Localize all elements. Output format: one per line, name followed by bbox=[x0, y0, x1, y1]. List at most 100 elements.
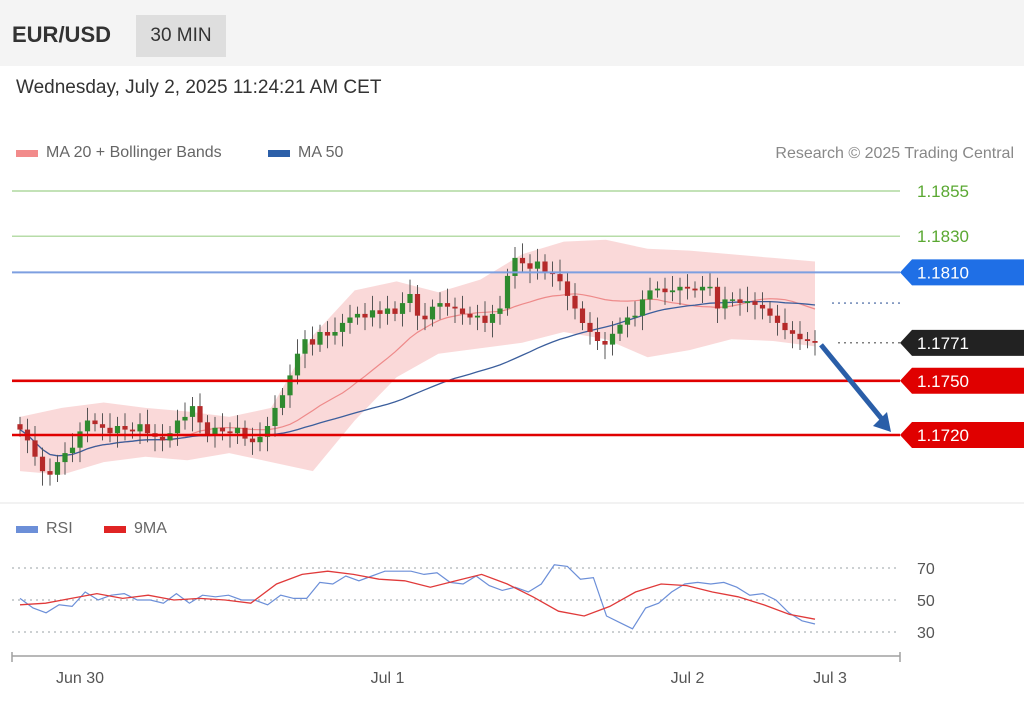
candle-body bbox=[579, 308, 586, 323]
candle-body bbox=[377, 310, 383, 314]
projection-arrow-head bbox=[873, 412, 891, 432]
candle-body bbox=[407, 294, 413, 303]
candle-body bbox=[714, 286, 721, 309]
legend-ma50: MA 50 bbox=[268, 144, 343, 162]
candle-body bbox=[264, 426, 271, 437]
candle-body bbox=[99, 424, 106, 428]
candle-body bbox=[572, 295, 578, 309]
timeframe-button[interactable]: 30 MIN bbox=[136, 15, 226, 57]
candle-body bbox=[369, 310, 376, 318]
candle-body bbox=[234, 427, 241, 434]
candle-body bbox=[444, 303, 451, 307]
candle-body bbox=[789, 330, 796, 334]
candle-body bbox=[774, 315, 781, 323]
projection-arrow-shaft bbox=[819, 343, 888, 426]
candle-body bbox=[467, 313, 473, 318]
legend-rsi: RSI bbox=[16, 520, 73, 538]
candle-body bbox=[744, 301, 751, 304]
ma9-swatch bbox=[104, 525, 126, 533]
candle-body bbox=[624, 317, 631, 325]
candle-body bbox=[639, 299, 646, 316]
candle-body bbox=[392, 308, 398, 314]
candle-body bbox=[782, 322, 788, 331]
x-tick-label: Jul 3 bbox=[813, 670, 847, 687]
candle-body bbox=[279, 395, 286, 408]
level-label: 1.1810 bbox=[917, 263, 969, 282]
candle-body bbox=[242, 427, 248, 439]
candle-body bbox=[107, 427, 113, 434]
candle-body bbox=[459, 308, 466, 314]
bollinger-band-area bbox=[20, 239, 815, 475]
candle-body bbox=[189, 406, 196, 417]
candle-body bbox=[324, 332, 331, 336]
candle-body bbox=[752, 301, 758, 305]
candle-body bbox=[137, 424, 143, 432]
candle-body bbox=[62, 453, 68, 463]
candle-body bbox=[519, 257, 526, 264]
x-tick-label: Jun 30 bbox=[56, 670, 104, 687]
candle-body bbox=[602, 341, 608, 345]
ma50-swatch bbox=[268, 149, 290, 157]
candle-body bbox=[797, 333, 803, 340]
candle-body bbox=[512, 257, 518, 276]
candle-body bbox=[564, 281, 571, 296]
rsi-level-label: 50 bbox=[917, 593, 935, 610]
candle-body bbox=[767, 308, 773, 316]
level-tag-support bbox=[900, 367, 1024, 394]
candle-body bbox=[482, 315, 488, 323]
candle-body bbox=[159, 436, 166, 441]
candle-body bbox=[197, 406, 203, 423]
timestamp: Wednesday, July 2, 2025 11:24:21 AM CET bbox=[16, 77, 382, 98]
candle-body bbox=[17, 424, 23, 430]
x-tick-label: Jul 1 bbox=[371, 670, 405, 687]
candle-body bbox=[587, 322, 593, 332]
candle-body bbox=[129, 429, 136, 432]
candle-body bbox=[677, 286, 683, 291]
candle-body bbox=[212, 427, 218, 435]
instrument-title: EUR/USD bbox=[12, 22, 112, 47]
candle-body bbox=[287, 375, 293, 396]
rsi-level-label: 70 bbox=[917, 561, 935, 578]
candle-body bbox=[722, 299, 728, 309]
candle-body bbox=[92, 420, 98, 425]
candle-body bbox=[737, 299, 743, 303]
candle-body bbox=[347, 317, 353, 323]
candle-body bbox=[632, 315, 638, 318]
header-bar: EUR/USD 30 MIN bbox=[0, 0, 1024, 66]
candle-body bbox=[812, 341, 818, 343]
candle-body bbox=[452, 306, 458, 309]
level-label: 1.1771 bbox=[917, 334, 969, 353]
level-label: 1.1750 bbox=[917, 372, 969, 391]
candle-body bbox=[707, 286, 713, 289]
candle-body bbox=[647, 290, 653, 300]
candle-body bbox=[437, 303, 443, 307]
candle-body bbox=[84, 420, 91, 432]
legend-ma20: MA 20 + Bollinger Bands bbox=[16, 144, 222, 162]
level-label: 1.1855 bbox=[917, 182, 969, 201]
candle-body bbox=[759, 304, 766, 309]
candle-body bbox=[294, 353, 301, 376]
ma50-line bbox=[19, 300, 816, 457]
candle-body bbox=[122, 426, 128, 430]
candle-body bbox=[504, 275, 511, 309]
candle-body bbox=[204, 422, 211, 435]
candle-body bbox=[617, 324, 623, 334]
ma9-label: 9MA bbox=[134, 520, 167, 537]
candle-body bbox=[422, 315, 428, 320]
candle-body bbox=[309, 339, 316, 345]
candle-body bbox=[249, 438, 256, 443]
candle-body bbox=[362, 313, 368, 318]
candle-body bbox=[804, 339, 811, 341]
candle-body bbox=[272, 407, 278, 426]
level-tag-support bbox=[900, 422, 1024, 448]
candle-body bbox=[39, 456, 46, 472]
candle-body bbox=[534, 261, 541, 269]
candle-body bbox=[54, 462, 61, 475]
candle-body bbox=[669, 290, 676, 293]
legend-9ma: 9MA bbox=[104, 520, 167, 538]
candle-body bbox=[684, 286, 691, 289]
candle-body bbox=[497, 308, 503, 314]
candle-body bbox=[542, 261, 548, 273]
candle-body bbox=[144, 424, 151, 434]
